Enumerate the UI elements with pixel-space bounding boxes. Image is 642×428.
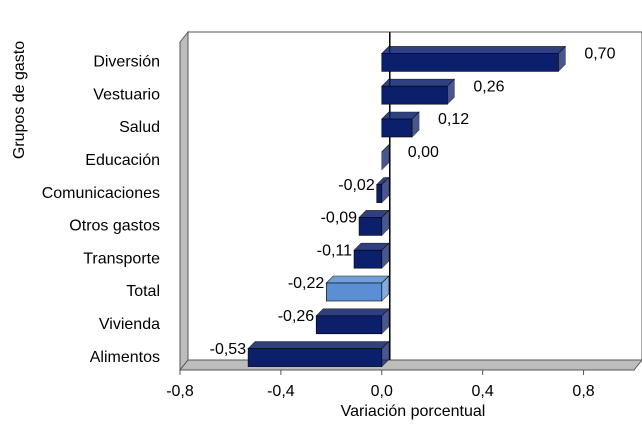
value-label: 0,00 [408,144,439,161]
bar-top [381,78,456,87]
category-label: Vestuario [93,86,160,103]
bar [381,118,413,138]
bar [358,217,383,236]
value-label: -0,09 [321,210,358,227]
bar [353,249,383,269]
bar-top [247,341,390,349]
category-label: Comunicaciones [42,185,160,202]
bar-top [325,275,390,284]
x-axis-title: Variación porcentual [341,403,486,420]
x-tick-label: -0,4 [267,383,295,400]
value-label: -0,22 [288,275,325,292]
x-tick-label: 0,4 [472,383,494,400]
bar [381,53,559,72]
category-label: Educación [85,152,160,169]
category-label: Transporte [83,250,160,267]
bar [325,282,383,302]
plot-side-wall [179,30,189,372]
category-label: Diversión [93,54,160,71]
x-tick-label: 0,8 [572,383,594,400]
category-label: Total [126,283,160,300]
category-label: Otros gastos [69,218,160,235]
value-label: -0,02 [338,177,375,194]
value-label: 0,70 [584,46,615,63]
bar [247,348,383,367]
value-label: -0,11 [317,242,352,259]
bar [381,85,448,105]
category-label: Vivienda [99,316,160,333]
bar-side [381,144,390,171]
value-label: -0,53 [210,341,247,358]
category-label: Alimentos [90,349,160,366]
x-tick-label: 0,0 [371,383,393,400]
bar [315,315,383,335]
bar-top [381,46,567,54]
category-label: Salud [119,119,160,136]
value-label: 0,26 [473,78,504,95]
value-label: -0,26 [278,308,315,325]
x-tick-label: -0,8 [166,383,194,400]
y-axis-title: Grupos de gasto [11,41,28,159]
bar [376,184,383,203]
bar-top [315,308,390,317]
value-label: 0,12 [438,111,469,128]
